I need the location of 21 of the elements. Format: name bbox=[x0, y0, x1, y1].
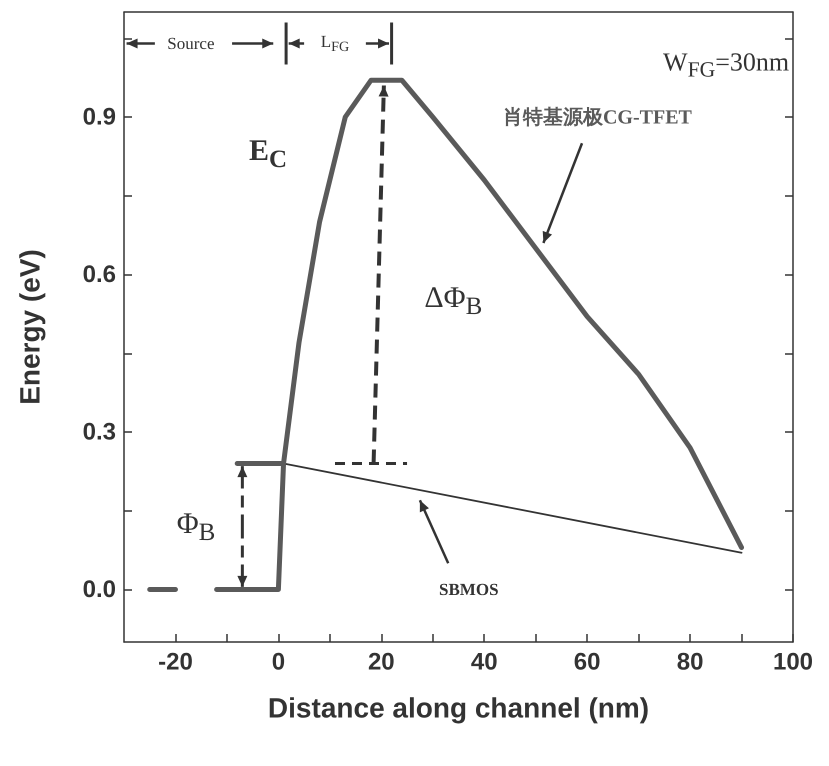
y-tick-label: 0.0 bbox=[82, 576, 116, 603]
y-axis-title: Energy (eV) bbox=[14, 249, 46, 405]
x-tick-label: 0 bbox=[272, 648, 286, 676]
annotation: L$_{FG}$ bbox=[320, 31, 350, 56]
y-tick-label: 0.3 bbox=[82, 418, 116, 446]
x-tick-label: 20 bbox=[368, 648, 395, 676]
x-tick-label: 80 bbox=[676, 648, 704, 676]
annotation: Φ$_{B}$ bbox=[176, 506, 216, 546]
x-tick-label: 100 bbox=[772, 648, 814, 676]
x-tick-label: 40 bbox=[470, 648, 498, 676]
x-tick-label: 60 bbox=[574, 648, 601, 676]
text: SBMOS bbox=[439, 580, 499, 600]
x-tick-label: -20 bbox=[158, 648, 193, 676]
annotation: W$_{FG}$=30nm bbox=[663, 46, 790, 82]
y-tick-label: 0.6 bbox=[82, 261, 116, 288]
annotation: Source bbox=[167, 34, 214, 54]
x-axis-title: Distance along channel (nm) bbox=[268, 692, 650, 724]
annotation: ΔΦ$_{B}$ bbox=[424, 280, 482, 321]
annotation: E$_{C}$ bbox=[249, 134, 288, 174]
text: 肖特基源极CG-TFET bbox=[502, 106, 692, 130]
y-tick-label: 0.9 bbox=[82, 104, 116, 130]
